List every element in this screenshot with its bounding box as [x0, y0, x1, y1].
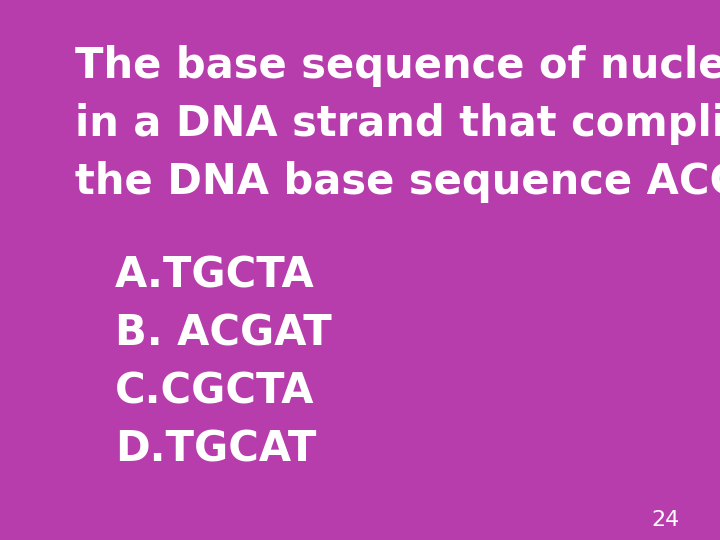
Text: 24: 24 — [652, 510, 680, 530]
Text: A.TGCTA: A.TGCTA — [115, 255, 315, 297]
Text: D.TGCAT: D.TGCAT — [115, 429, 316, 471]
Text: the DNA base sequence ACGAT is: the DNA base sequence ACGAT is — [75, 161, 720, 203]
Text: C.CGCTA: C.CGCTA — [115, 371, 315, 413]
Text: in a DNA strand that compliments: in a DNA strand that compliments — [75, 103, 720, 145]
Text: The base sequence of nucleotides: The base sequence of nucleotides — [75, 45, 720, 87]
Text: B. ACGAT: B. ACGAT — [115, 313, 332, 355]
